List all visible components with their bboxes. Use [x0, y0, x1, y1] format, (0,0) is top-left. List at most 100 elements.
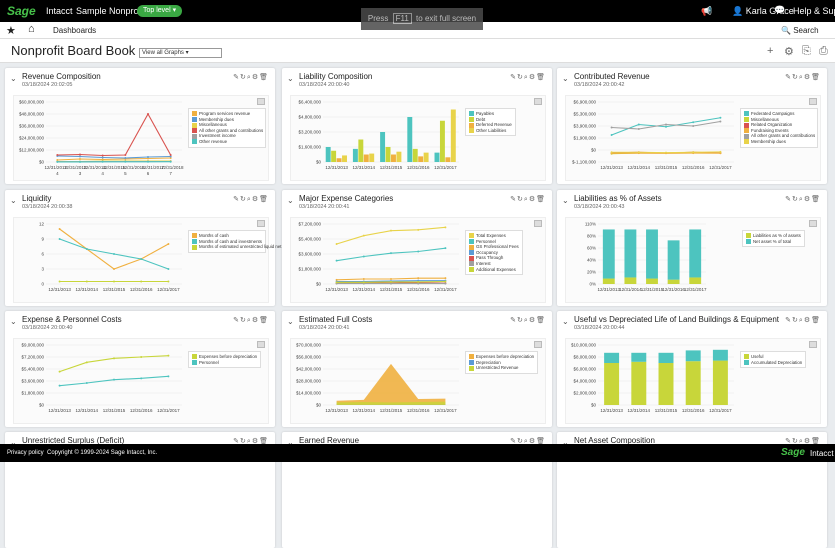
data-point — [638, 151, 640, 153]
search-button[interactable]: 🔍 Search — [781, 26, 819, 35]
entity-level-button[interactable]: Top level ▾ — [137, 5, 182, 17]
refresh-icon[interactable]: ↻ — [240, 74, 247, 81]
legend-item[interactable]: Accumulated Depreciation — [744, 360, 802, 366]
refresh-icon[interactable]: ↻ — [517, 74, 524, 81]
refresh-icon[interactable]: ↻ — [240, 196, 247, 203]
y-tick-label: $3,200,000 — [298, 130, 321, 135]
refresh-icon[interactable]: ↻ — [792, 74, 799, 81]
edit-icon[interactable]: ✎ — [233, 196, 240, 203]
data-point — [167, 243, 169, 245]
add-icon[interactable]: + — [767, 45, 773, 57]
chevron-down-icon[interactable]: ⌄ — [10, 74, 17, 83]
x-tick-label: 12/31/2017 — [684, 287, 707, 292]
edit-icon[interactable]: ✎ — [233, 74, 240, 81]
legend-swatch — [192, 233, 197, 238]
data-point — [417, 229, 419, 231]
data-point — [719, 117, 721, 119]
x-tick-label: 12/31/2015 — [380, 408, 403, 413]
bar — [440, 121, 445, 162]
refresh-icon[interactable]: ↻ — [517, 196, 524, 203]
legend-item[interactable]: Unrestricted Revenue — [469, 365, 534, 371]
chevron-down-icon[interactable]: ⌄ — [562, 196, 569, 205]
chat-icon[interactable]: 💬 — [774, 5, 785, 16]
legend-item[interactable]: Membership dues — [744, 139, 814, 145]
legend-swatch — [744, 123, 749, 128]
legend-item[interactable]: Net asset % of total — [746, 239, 801, 245]
edit-icon[interactable]: ✎ — [510, 196, 517, 203]
legend-item[interactable]: Months of estimated unrestricted liquid … — [192, 244, 262, 250]
bar — [713, 350, 728, 361]
refresh-icon[interactable]: ↻ — [240, 317, 247, 324]
delete-icon[interactable]: 🗑 — [259, 317, 269, 324]
delete-icon[interactable]: 🗑 — [811, 196, 821, 203]
legend-item[interactable]: Other revenue — [192, 139, 262, 145]
chevron-down-icon[interactable]: ⌄ — [10, 317, 17, 326]
help-menu[interactable]: Help & Support — [793, 6, 835, 16]
print-icon[interactable]: ⎙ — [819, 45, 828, 58]
x-tick-label: 12/31/2013 — [325, 408, 348, 413]
star-icon[interactable]: ★ — [6, 24, 16, 37]
company-name[interactable]: Sample Nonprofit — [76, 6, 146, 16]
copyright: Copyright © 1999-2024 Sage Intacct, Inc. — [47, 450, 157, 456]
privacy-link[interactable]: Privacy policy — [7, 450, 44, 456]
legend-item[interactable]: Additional Expenses — [469, 267, 519, 273]
y-tick-label: 20% — [587, 270, 596, 275]
card-title: Revenue Composition — [22, 72, 101, 81]
chevron-down-icon[interactable]: ⌄ — [562, 317, 569, 326]
delete-icon[interactable]: 🗑 — [811, 74, 821, 81]
dashboards-menu[interactable]: Dashboards — [53, 26, 96, 35]
data-point — [102, 157, 104, 159]
delete-icon[interactable]: 🗑 — [536, 74, 546, 81]
delete-icon[interactable]: 🗑 — [259, 196, 269, 203]
legend-swatch — [744, 128, 749, 133]
x-tick-label: 12/31/2014 — [353, 165, 376, 170]
gear-icon[interactable]: ⚙ — [784, 45, 794, 58]
y-tick-label: $5,400,000 — [298, 237, 321, 242]
data-point — [390, 278, 392, 280]
dashboard-card: ⌄ Estimated Full Costs 03/18/2024 20:00:… — [282, 311, 552, 427]
edit-icon[interactable]: ✎ — [510, 74, 517, 81]
chevron-down-icon[interactable]: ⌄ — [562, 74, 569, 83]
legend-item[interactable]: Other Liabilities — [469, 128, 512, 134]
edit-icon[interactable]: ✎ — [233, 317, 240, 324]
megaphone-icon[interactable]: 📢 — [701, 6, 712, 17]
bar — [326, 147, 331, 162]
refresh-icon[interactable]: ↻ — [792, 196, 799, 203]
delete-icon[interactable]: 🗑 — [536, 196, 546, 203]
edit-icon[interactable]: ✎ — [785, 317, 792, 324]
chevron-down-icon[interactable]: ⌄ — [287, 74, 294, 83]
legend-swatch — [192, 117, 197, 122]
graph-filter-select[interactable]: View all Graphs ▾ — [139, 48, 222, 58]
edit-icon[interactable]: ✎ — [510, 317, 517, 324]
legend-item[interactable]: Personnel — [192, 360, 257, 366]
delete-icon[interactable]: 🗑 — [811, 317, 821, 324]
sage-logo[interactable]: Sage — [7, 4, 36, 18]
copy-icon[interactable]: ⎘ — [802, 45, 811, 58]
chevron-down-icon[interactable]: ⌄ — [287, 317, 294, 326]
refresh-icon[interactable]: ↻ — [517, 317, 524, 324]
x-tick-label: 12/31/2013 — [325, 165, 348, 170]
bar — [659, 363, 674, 405]
edit-icon[interactable]: ✎ — [785, 196, 792, 203]
legend-swatch — [469, 128, 474, 133]
delete-icon[interactable]: 🗑 — [259, 74, 269, 81]
bar — [624, 229, 636, 277]
chevron-down-icon[interactable]: ⌄ — [287, 196, 294, 205]
x-tick-label: 12/31/2015 — [380, 165, 403, 170]
card-timestamp: 03/18/2024 20:00:40 — [299, 82, 349, 88]
data-point — [170, 161, 172, 163]
y-tick-label: 9 — [41, 237, 44, 242]
chevron-down-icon[interactable]: ⌄ — [10, 196, 17, 205]
legend-swatch — [744, 117, 749, 122]
delete-icon[interactable]: 🗑 — [536, 317, 546, 324]
y-tick-label: $56,000,000 — [296, 355, 322, 360]
home-icon[interactable]: ⌂ — [28, 23, 35, 35]
refresh-icon[interactable]: ↻ — [792, 317, 799, 324]
edit-icon[interactable]: ✎ — [785, 74, 792, 81]
card-actions: ✎↻⌕⚙🗑 — [510, 316, 546, 325]
y-tick-label: $3,600,000 — [21, 379, 44, 384]
